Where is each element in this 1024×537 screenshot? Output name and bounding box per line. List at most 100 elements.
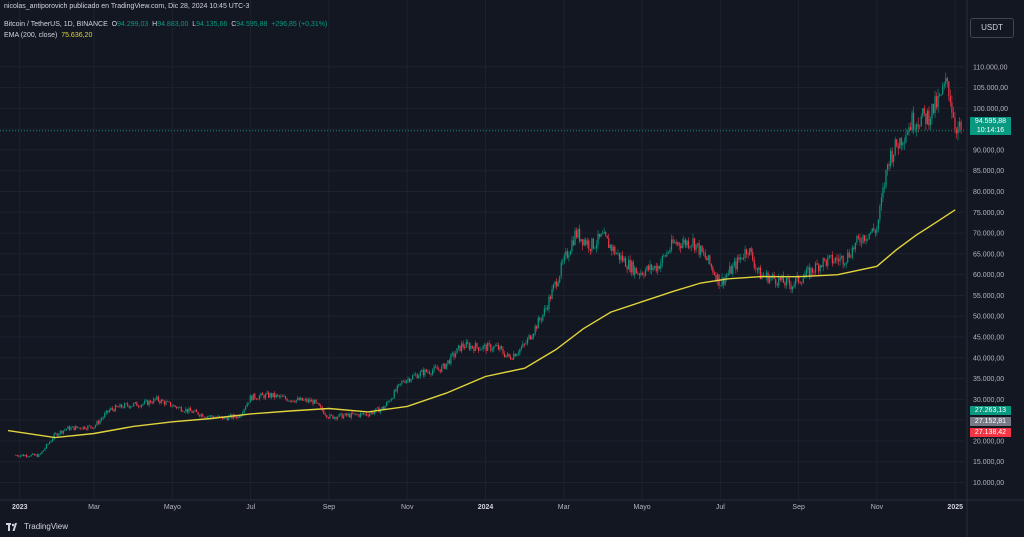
candle-body	[87, 425, 89, 430]
candle-body	[281, 395, 284, 397]
candle-body	[716, 274, 719, 282]
candle-body	[499, 346, 501, 350]
candle-body	[30, 454, 32, 457]
candle-body	[519, 349, 521, 354]
candle-body	[74, 426, 77, 430]
candle-body	[462, 343, 464, 347]
candle-body	[401, 381, 403, 384]
candle-body	[461, 343, 463, 352]
candle-body	[778, 277, 780, 286]
candle-body	[192, 411, 195, 413]
candle-body	[64, 429, 66, 431]
candle-body	[940, 94, 942, 95]
candle-body	[188, 408, 190, 413]
candle-body	[470, 345, 472, 350]
candle-body	[885, 169, 887, 187]
candle-body	[779, 277, 781, 281]
candle-body	[352, 412, 354, 415]
candle-body	[266, 392, 268, 395]
candle-body	[818, 264, 820, 272]
candle-body	[447, 360, 449, 364]
candle-body	[624, 257, 627, 267]
candle-body	[189, 408, 192, 411]
candle-body	[191, 410, 193, 413]
candle-body	[208, 416, 210, 417]
candle-body	[848, 252, 850, 258]
candle-body	[560, 262, 562, 277]
candle-body	[687, 240, 689, 248]
candle-body	[252, 393, 254, 401]
candle-body	[307, 399, 310, 402]
candle-body	[628, 259, 630, 270]
candle-body	[306, 398, 308, 402]
candle-body	[675, 241, 677, 245]
brand-logo[interactable]: TradingView	[6, 522, 68, 531]
candle-body	[798, 275, 800, 283]
candle-body	[759, 267, 761, 280]
candle-body	[372, 411, 374, 414]
candle-body	[621, 255, 624, 262]
candle-body	[505, 355, 507, 357]
candle-body	[677, 242, 679, 245]
candle-body	[916, 124, 918, 130]
x-tick-label: 2023	[12, 504, 28, 511]
candle-body	[503, 353, 506, 357]
candle-body	[255, 398, 257, 400]
candle-body	[399, 383, 401, 385]
candle-body	[343, 415, 345, 419]
candle-body	[140, 404, 143, 407]
candle-body	[776, 284, 778, 286]
candle-body	[50, 441, 52, 443]
candle-body	[609, 244, 611, 249]
candle-body	[673, 241, 676, 243]
candle-body	[637, 273, 639, 275]
candle-body	[393, 390, 395, 399]
candle-body	[638, 273, 640, 276]
candle-body	[781, 275, 783, 281]
candle-body	[592, 238, 595, 249]
candle-body	[661, 255, 663, 263]
candle-body	[824, 258, 826, 260]
candle-body	[534, 325, 536, 334]
candle-body	[35, 454, 37, 456]
x-tick-label: Nov	[401, 504, 414, 511]
candle-body	[569, 251, 572, 255]
candle-body	[119, 404, 121, 408]
candle-body	[82, 426, 84, 430]
candle-body	[733, 261, 735, 266]
candle-body	[655, 265, 657, 272]
candle-body	[920, 116, 922, 127]
candle-body	[278, 395, 280, 397]
candle-body	[867, 238, 869, 240]
candle-body	[729, 266, 731, 274]
candle-body	[582, 239, 584, 246]
candle-body	[453, 353, 455, 357]
y-tick-label: 15.000,00	[973, 459, 1004, 466]
candle-body	[431, 370, 434, 375]
ema-label: EMA (200, close)	[4, 32, 58, 39]
candle-body	[860, 242, 863, 243]
candle-body	[484, 344, 486, 346]
candle-body	[159, 401, 161, 403]
tradingview-logo-icon	[6, 522, 17, 531]
low-label: L	[192, 21, 197, 28]
candle-body	[833, 261, 835, 264]
candle-body	[304, 398, 306, 400]
x-tick-label: Mar	[88, 504, 101, 511]
currency-button[interactable]: USDT	[970, 18, 1014, 38]
candle-body	[700, 245, 702, 255]
candle-body	[58, 434, 60, 436]
candle-body	[317, 402, 319, 404]
candle-body	[870, 232, 872, 234]
candle-body	[179, 407, 181, 408]
candle-body	[897, 146, 899, 149]
candle-body	[88, 425, 90, 427]
candle-body	[747, 254, 749, 255]
candle-body	[551, 288, 553, 299]
candle-body	[752, 252, 754, 261]
candle-body	[496, 344, 498, 346]
candle-body	[297, 397, 299, 400]
candle-body	[660, 262, 662, 269]
candle-body	[454, 353, 457, 357]
